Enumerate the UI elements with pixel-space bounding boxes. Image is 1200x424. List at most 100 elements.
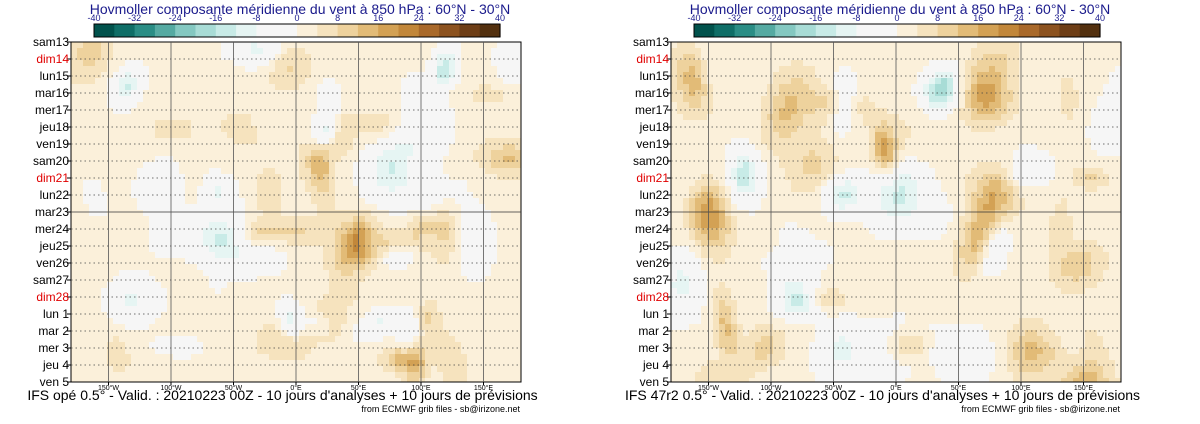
heatmap-cell [101, 366, 108, 373]
heatmap-cell [317, 66, 324, 73]
heatmap-cell [305, 114, 312, 121]
heatmap-cell [329, 210, 336, 217]
heatmap-cell [167, 300, 174, 307]
heatmap-cell [167, 366, 174, 373]
heatmap-cell [113, 180, 120, 187]
heatmap-cell [497, 348, 504, 355]
heatmap-cell [473, 60, 480, 67]
heatmap-cell [425, 354, 432, 361]
heatmap-cell [671, 48, 678, 55]
heatmap-cell [491, 114, 498, 121]
heatmap-cell [845, 60, 852, 67]
heatmap-cell [419, 264, 426, 271]
heatmap-cell [371, 270, 378, 277]
heatmap-cell [395, 168, 402, 175]
heatmap-cell [479, 222, 486, 229]
heatmap-cell [239, 96, 246, 103]
heatmap-cell [485, 228, 492, 235]
heatmap-cell [947, 48, 954, 55]
heatmap-cell [503, 240, 510, 247]
heatmap-cell [281, 174, 288, 181]
heatmap-cell [83, 126, 90, 133]
heatmap-cell [227, 54, 234, 61]
heatmap-cell [503, 102, 510, 109]
heatmap-cell [401, 126, 408, 133]
heatmap-cell [761, 78, 768, 85]
colorbar-swatch [418, 24, 440, 37]
heatmap-cell [209, 72, 216, 79]
heatmap-cell [221, 120, 228, 127]
heatmap-cell [197, 270, 204, 277]
heatmap-cell [239, 162, 246, 169]
heatmap-cell [377, 246, 384, 253]
heatmap-cell [479, 360, 486, 367]
heatmap-cell [419, 228, 426, 235]
heatmap-cell [497, 312, 504, 319]
heatmap-cell [233, 138, 240, 145]
heatmap-cell [461, 174, 468, 181]
heatmap-cell [341, 162, 348, 169]
heatmap-cell [113, 66, 120, 73]
heatmap-cell [857, 66, 864, 73]
heatmap-cell [425, 144, 432, 151]
heatmap-cell [401, 306, 408, 313]
heatmap-cell [323, 336, 330, 343]
heatmap-cell [143, 78, 150, 85]
heatmap-cell [389, 90, 396, 97]
heatmap-cell [95, 342, 102, 349]
heatmap-cell [197, 342, 204, 349]
heatmap-cell [395, 276, 402, 283]
heatmap-cell [233, 48, 240, 55]
heatmap-cell [383, 222, 390, 229]
heatmap-cell [155, 60, 162, 67]
heatmap-cell [185, 42, 192, 49]
heatmap-cell [413, 162, 420, 169]
heatmap-cell [119, 150, 126, 157]
heatmap-cell [713, 84, 720, 91]
heatmap-cell [173, 348, 180, 355]
heatmap-cell [161, 342, 168, 349]
heatmap-cell [455, 126, 462, 133]
heatmap-cell [413, 102, 420, 109]
heatmap-cell [797, 42, 804, 49]
heatmap-cell [215, 108, 222, 115]
heatmap-cell [185, 336, 192, 343]
heatmap-cell [275, 240, 282, 247]
heatmap-cell [89, 378, 96, 383]
heatmap-cell [191, 366, 198, 373]
heatmap-cell [119, 174, 126, 181]
heatmap-cell [347, 372, 354, 379]
heatmap-cell [995, 48, 1002, 55]
heatmap-cell [365, 120, 372, 127]
heatmap-cell [437, 186, 444, 193]
heatmap-cell [227, 72, 234, 79]
heatmap-cell [185, 216, 192, 223]
heatmap-cell [185, 288, 192, 295]
heatmap-cell [89, 354, 96, 361]
heatmap-cell [227, 186, 234, 193]
heatmap-cell [431, 372, 438, 379]
heatmap-cell [407, 114, 414, 121]
heatmap-cell [749, 54, 756, 61]
heatmap-cell [185, 300, 192, 307]
heatmap-cell [101, 378, 108, 383]
heatmap-cell [239, 198, 246, 205]
heatmap-cell [941, 78, 948, 85]
heatmap-cell [503, 288, 510, 295]
heatmap-cell [701, 42, 708, 49]
heatmap-cell [335, 180, 342, 187]
heatmap-cell [251, 108, 258, 115]
heatmap-cell [503, 72, 510, 79]
heatmap-cell [89, 114, 96, 121]
heatmap-cell [395, 318, 402, 325]
heatmap-cell [491, 66, 498, 73]
heatmap-cell [299, 222, 306, 229]
heatmap-cell [137, 126, 144, 133]
heatmap-cell [101, 324, 108, 331]
heatmap-cell [437, 222, 444, 229]
heatmap-cell [101, 288, 108, 295]
heatmap-cell [197, 234, 204, 241]
heatmap-cell [101, 108, 108, 115]
heatmap-cell [281, 138, 288, 145]
heatmap-cell [89, 324, 96, 331]
